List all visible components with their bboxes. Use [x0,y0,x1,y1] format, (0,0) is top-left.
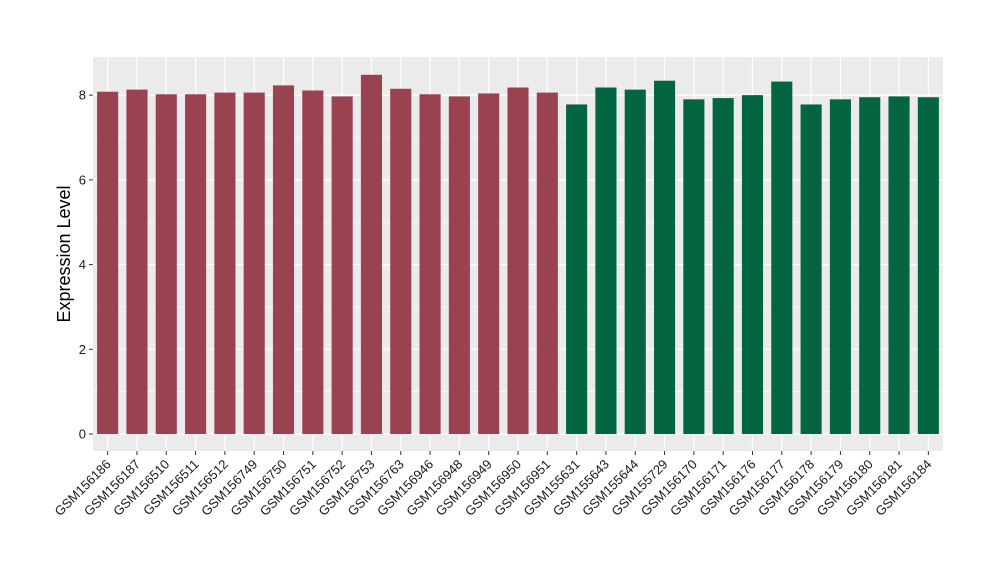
bar-GSM156184 [917,97,939,435]
bar-GSM156511 [185,94,207,435]
bar-GSM155631 [566,104,588,435]
bar-GSM156187 [126,89,148,435]
bar-GSM156510 [155,94,177,435]
bar-GSM156763 [390,88,412,435]
bar-GSM156950 [507,87,529,435]
bar-GSM155643 [595,87,617,435]
x-axis: GSM156186GSM156187GSM156510GSM156511GSM1… [52,451,934,519]
bar-GSM156949 [478,93,500,435]
y-tick-label: 6 [79,172,86,187]
bar-GSM156176 [741,95,764,435]
bar-GSM156946 [419,94,441,435]
bar-GSM156951 [536,92,558,435]
y-tick-label: 0 [79,427,86,442]
y-axis-title: Expression Level [54,185,74,322]
bar-GSM155729 [654,80,676,435]
bar-GSM156512 [214,92,236,435]
bar-GSM155644 [624,89,646,435]
y-tick-label: 4 [79,257,86,272]
bar-GSM156180 [859,97,881,435]
bar-GSM156753 [360,74,382,435]
bar-GSM156179 [829,99,851,435]
bar-GSM156171 [712,98,734,435]
bar-GSM156186 [97,91,119,435]
bar-GSM156178 [800,104,822,435]
bar-GSM156751 [302,90,324,435]
bar-GSM156750 [272,85,295,435]
y-tick-label: 8 [79,88,86,103]
bars [97,74,939,435]
y-tick-label: 2 [79,342,86,357]
bar-GSM156749 [243,92,265,435]
y-axis: 0 2 4 6 8 [79,88,93,442]
bar-GSM156181 [888,96,910,435]
bar-GSM156948 [448,96,470,435]
bar-GSM156177 [771,81,793,435]
bar-GSM156170 [683,99,705,435]
bar-GSM156752 [331,96,353,435]
